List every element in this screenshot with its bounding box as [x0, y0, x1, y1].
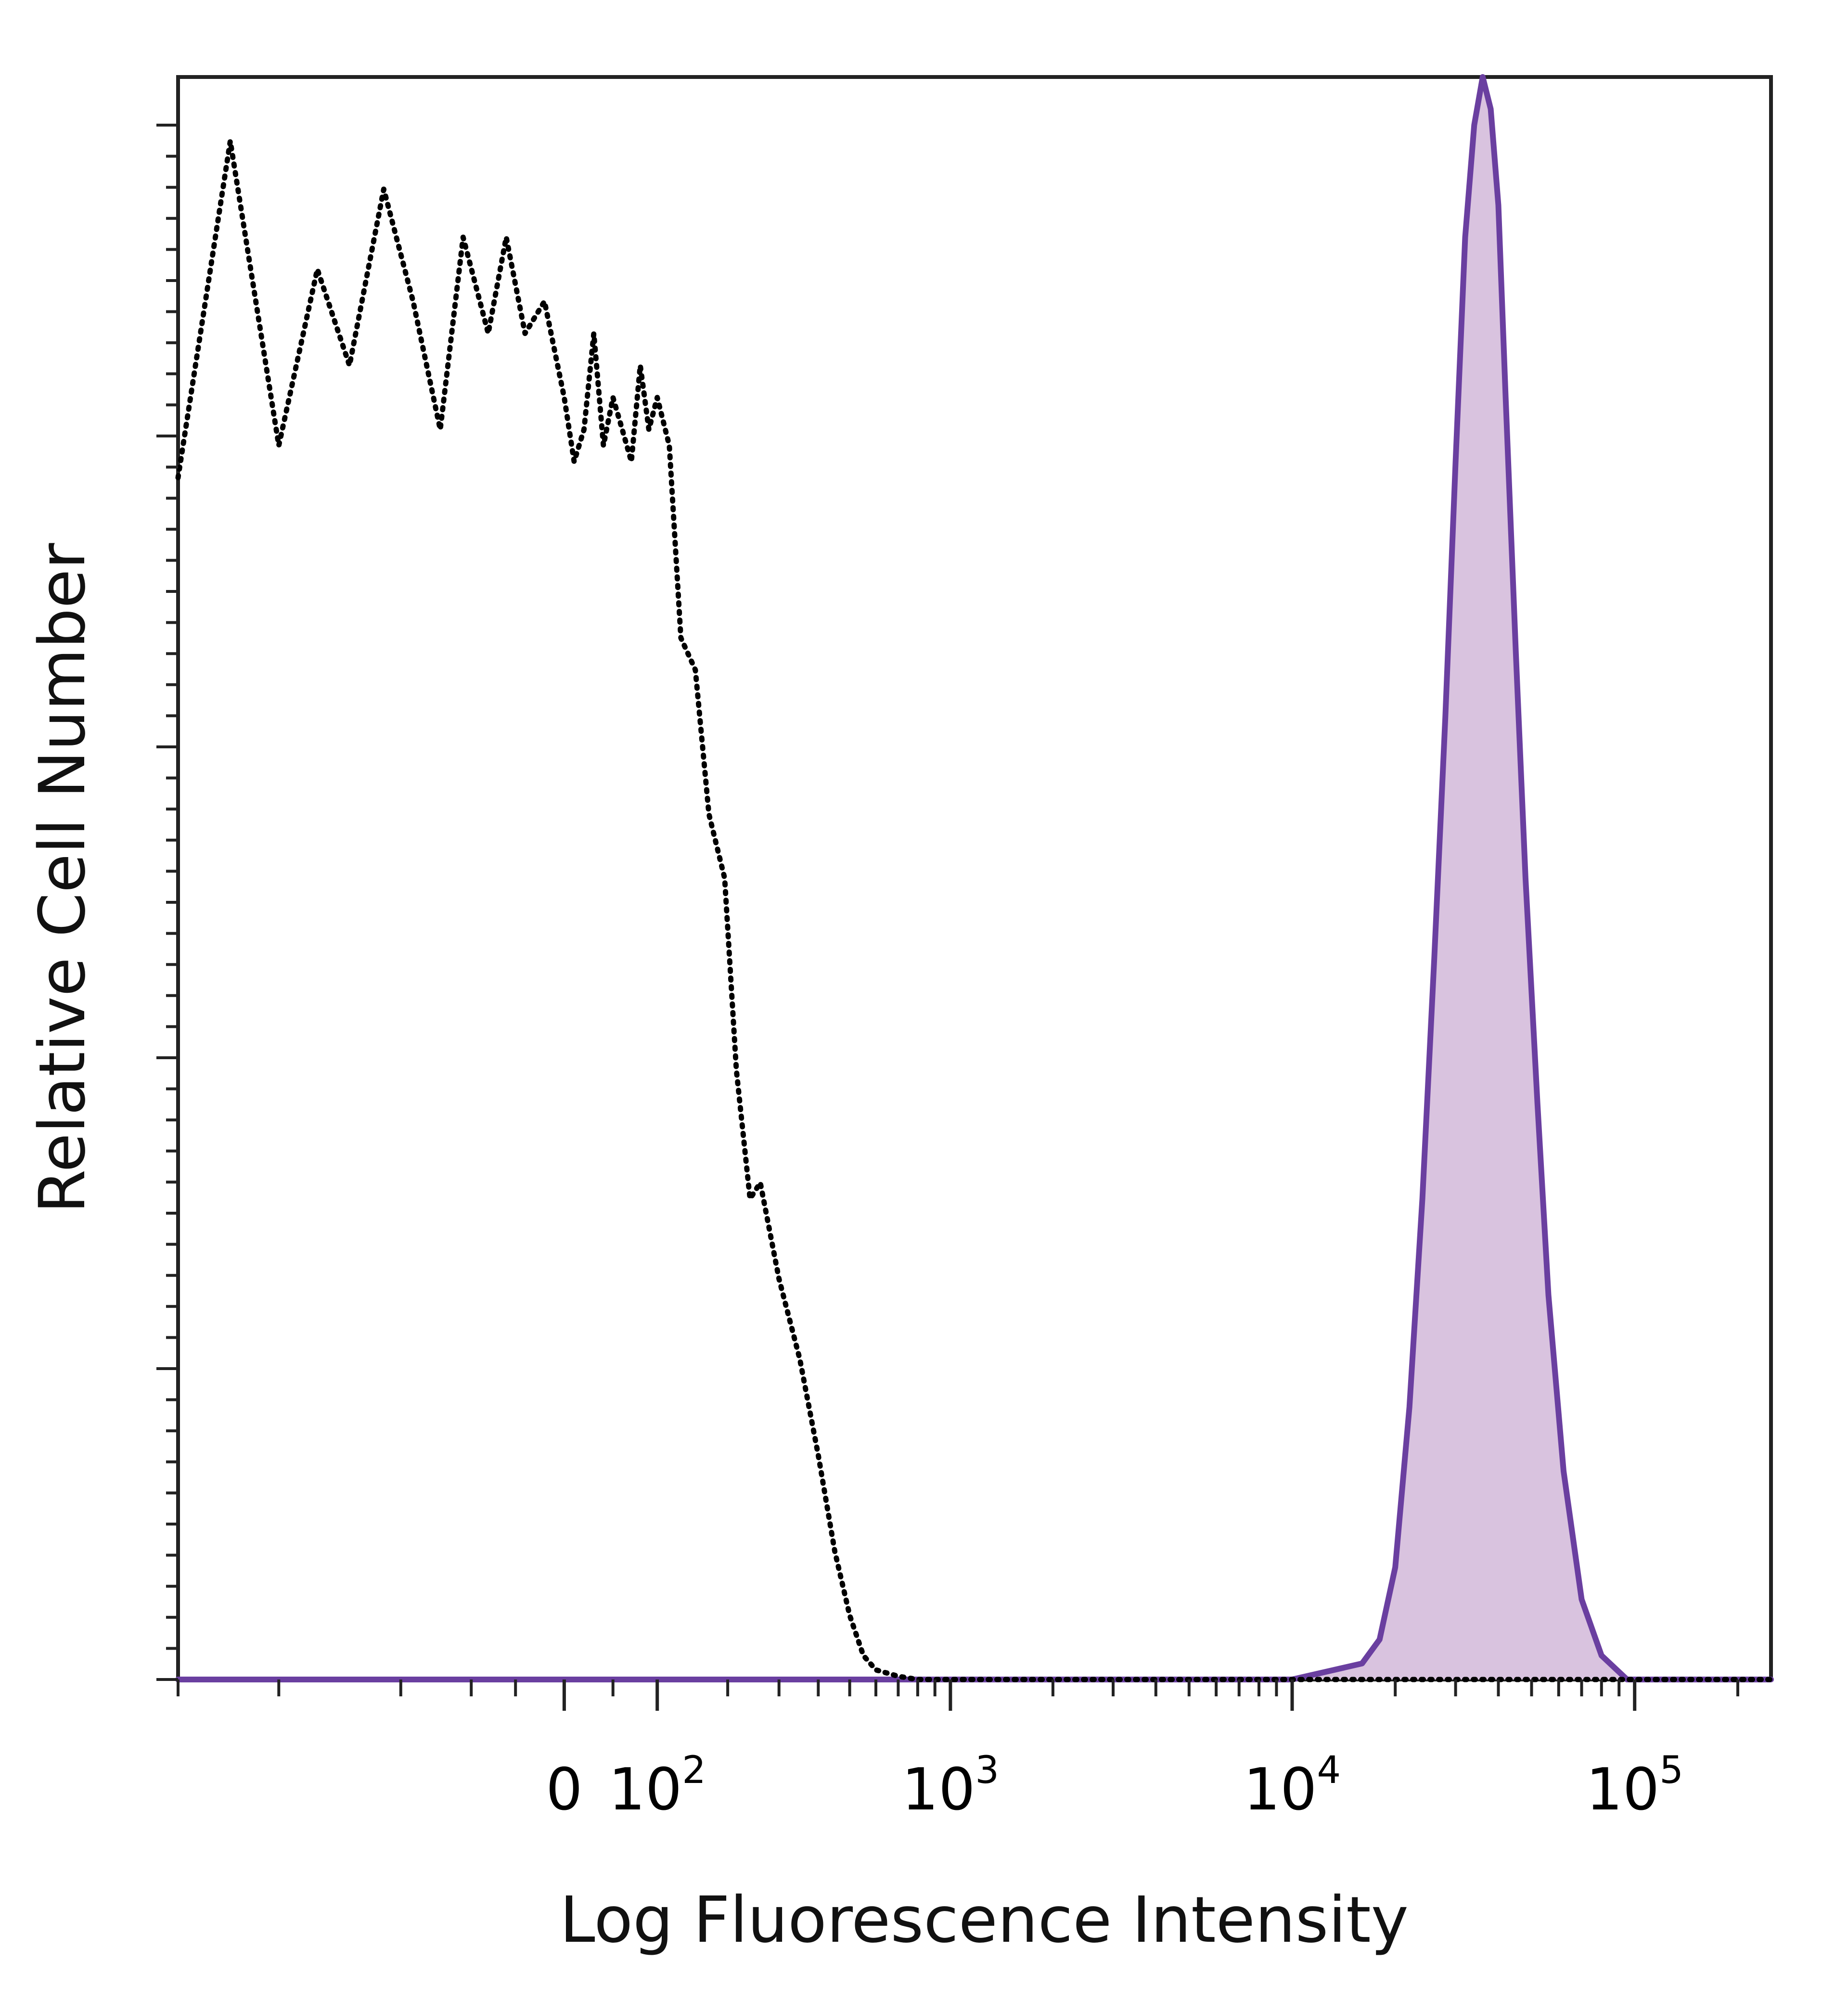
x-tick-label: 0 — [546, 1756, 582, 1823]
series-1-line — [175, 138, 1774, 1682]
x-tick-label: 103 — [902, 1749, 999, 1823]
x-tick-label: 105 — [1586, 1749, 1683, 1823]
series-2-line — [175, 74, 1774, 1682]
x-tick-label: 102 — [609, 1749, 706, 1823]
series-layer — [175, 74, 1774, 1682]
x-axis-ticks: 0 102 103 104 105 — [177, 1679, 1739, 1823]
y-axis-title: Relative Cell Number — [26, 543, 100, 1214]
series-2-fill — [178, 77, 1771, 1679]
y-axis-ticks — [156, 124, 178, 1681]
x-axis-title: Log Fluorescence Intensity — [560, 1883, 1409, 1957]
x-tick-label: 104 — [1244, 1749, 1341, 1823]
